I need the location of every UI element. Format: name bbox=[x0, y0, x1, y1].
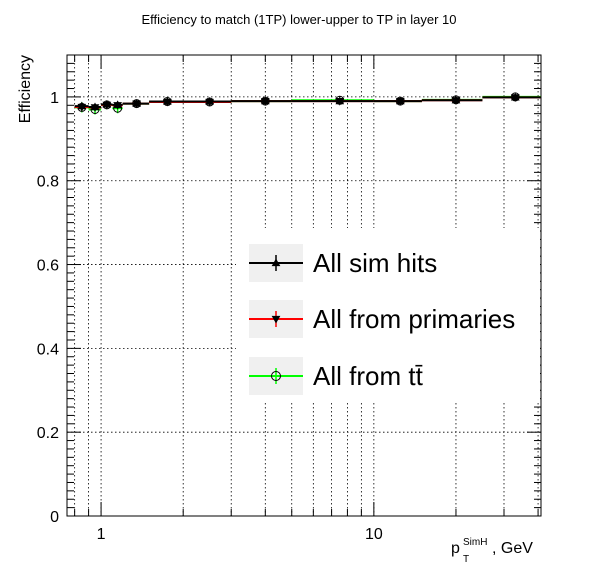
legend-marker bbox=[271, 315, 281, 324]
legend-marker bbox=[271, 371, 281, 381]
series-0 bbox=[74, 92, 541, 111]
series-layer bbox=[74, 92, 541, 115]
x-axis-label-superscript: SimH bbox=[463, 537, 487, 548]
chart-title: Efficiency to match (1TP) lower-upper to… bbox=[141, 12, 456, 27]
data-point bbox=[102, 99, 112, 108]
legend-entries: All sim hits All from primaries All from t… bbox=[249, 244, 515, 395]
y-tick-label: 0 bbox=[50, 509, 59, 526]
data-point bbox=[113, 100, 122, 108]
legend-marker bbox=[271, 258, 281, 267]
data-point bbox=[510, 92, 520, 101]
data-point bbox=[395, 96, 405, 105]
y-tick-label: 0.2 bbox=[37, 425, 59, 442]
data-point bbox=[90, 102, 100, 111]
data-point bbox=[335, 96, 345, 105]
y-tick-label: 0.6 bbox=[37, 258, 59, 275]
x-axis-label-suffix: , GeV bbox=[492, 540, 533, 557]
y-tick-label: 1 bbox=[50, 90, 59, 107]
y-tick-label: 0.4 bbox=[37, 341, 59, 358]
legend-label: All from primaries bbox=[313, 304, 515, 334]
legend-label: All from tt̄ bbox=[313, 361, 424, 391]
legend-label: All sim hits bbox=[313, 248, 437, 278]
data-point bbox=[132, 99, 141, 107]
legend: All sim hits All from primaries All from t… bbox=[236, 228, 540, 403]
tick-labels: 1 10 0 0.2 0.4 0.6 0.8 1 bbox=[37, 90, 383, 543]
y-axis-label: Efficiency bbox=[17, 55, 34, 123]
x-axis-label-subscript: T bbox=[463, 554, 469, 565]
x-tick-label: 10 bbox=[365, 526, 383, 543]
x-tick-label: 1 bbox=[97, 526, 106, 543]
data-point bbox=[77, 101, 87, 110]
axis-ticks bbox=[67, 54, 541, 517]
data-point bbox=[163, 97, 172, 105]
plot-frame bbox=[66, 54, 542, 517]
x-axis-label-main: p bbox=[451, 540, 460, 557]
x-axis-label: p SimH T , GeV bbox=[451, 537, 533, 565]
data-point bbox=[260, 96, 270, 105]
data-point bbox=[451, 95, 461, 104]
y-tick-label: 0.8 bbox=[37, 174, 59, 191]
data-point bbox=[205, 97, 214, 105]
